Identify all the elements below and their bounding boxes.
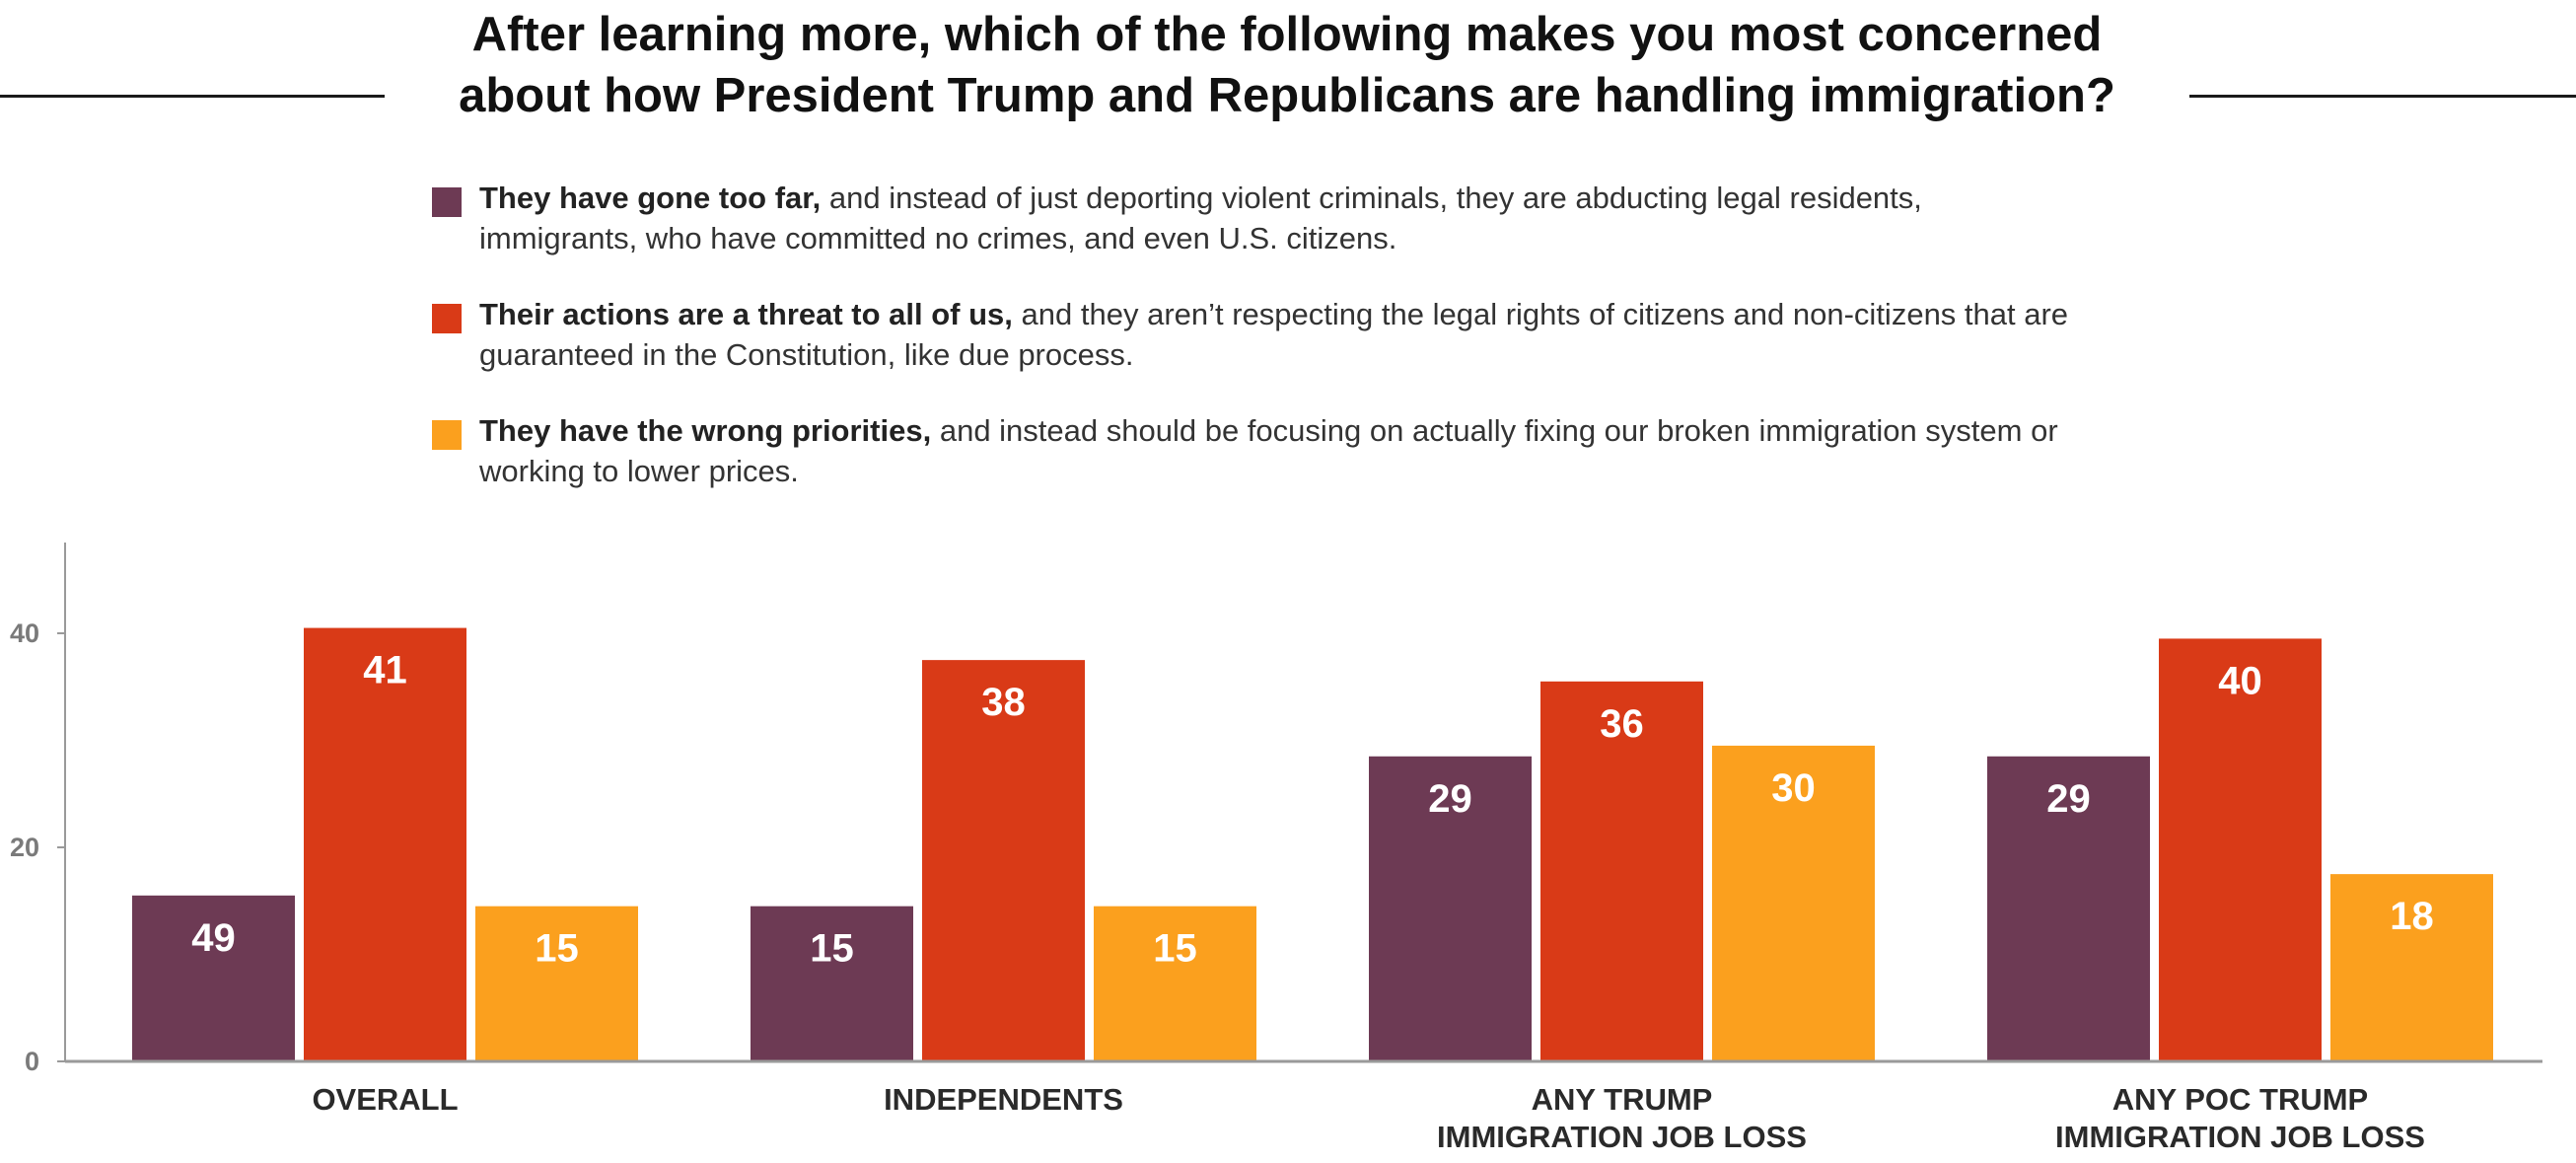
legend-text-line-1: They have the wrong priorities, and inst… xyxy=(479,410,2187,451)
bar-value-label: 15 xyxy=(810,927,854,971)
legend-item-gone-too-far: They have gone too far, and instead of j… xyxy=(432,178,2187,258)
legend-text: and instead of just deporting violent cr… xyxy=(821,181,1922,215)
legend-bold-text: Their actions are a threat to all of us, xyxy=(479,297,1013,331)
bar-value-label: 15 xyxy=(535,927,579,971)
category-label: ANY TRUMP xyxy=(1532,1082,1713,1117)
bar-value-label: 29 xyxy=(1428,777,1472,821)
title-rule-right xyxy=(2189,95,2576,98)
category-label: ANY POC TRUMP xyxy=(2112,1082,2369,1117)
bar-chart: 0 20 40 49 15 29 29 41 38 36 40 15 15 30 18 OVERALL INDE… xyxy=(10,543,2542,1154)
bar-value-label: 40 xyxy=(2218,659,2262,702)
bar xyxy=(1712,745,1875,1061)
bar-value-label: 29 xyxy=(2046,777,2091,821)
bar xyxy=(1987,756,2150,1061)
category-label: OVERALL xyxy=(312,1082,458,1117)
legend-item-threat: Their actions are a threat to all of us,… xyxy=(432,294,2187,375)
legend-swatch xyxy=(432,420,462,450)
legend-text: and they aren’t respecting the legal rig… xyxy=(1012,297,2069,331)
bar xyxy=(475,906,638,1061)
legend-text: and instead should be focusing on actual… xyxy=(931,413,2058,448)
y-tick-label: 0 xyxy=(25,1047,39,1076)
legend-text-line-2: immigrants, who have committed no crimes… xyxy=(479,221,1397,255)
legend-item-wrong-priorities: They have the wrong priorities, and inst… xyxy=(432,410,2187,491)
bar xyxy=(2330,874,2493,1061)
bar-value-label: 15 xyxy=(1153,927,1197,971)
bar-value-label: 30 xyxy=(1771,766,1816,810)
legend-swatch xyxy=(432,304,462,333)
legend-text-line-1: They have gone too far, and instead of j… xyxy=(479,178,2187,218)
bar xyxy=(1369,756,1532,1061)
bar xyxy=(751,906,913,1061)
category-label: INDEPENDENTS xyxy=(884,1082,1123,1117)
bar-value-label: 49 xyxy=(191,916,236,960)
legend: They have gone too far, and instead of j… xyxy=(432,178,2187,527)
bar-value-label: 36 xyxy=(1600,702,1644,746)
y-tick-label: 20 xyxy=(10,833,39,862)
title-rule-left xyxy=(0,95,385,98)
bar-value-label: 18 xyxy=(2390,895,2434,938)
bar-value-label: 41 xyxy=(363,649,407,692)
bar xyxy=(304,627,466,1061)
bar xyxy=(1540,681,1703,1061)
legend-text-line-1: Their actions are a threat to all of us,… xyxy=(479,294,2187,334)
bar xyxy=(2159,638,2322,1061)
chart-title-line-1: After learning more, which of the follow… xyxy=(471,8,2103,61)
bar xyxy=(922,660,1085,1061)
y-tick-label: 40 xyxy=(10,618,39,648)
chart-title: After learning more, which of the follow… xyxy=(394,4,2180,126)
category-label: IMMIGRATION JOB LOSS xyxy=(2055,1120,2425,1154)
category-label: IMMIGRATION JOB LOSS xyxy=(1437,1120,1807,1154)
legend-bold-text: They have the wrong priorities, xyxy=(479,413,932,448)
bar-value-label: 38 xyxy=(981,681,1026,724)
bar xyxy=(132,895,295,1061)
chart-title-line-2: about how President Trump and Republican… xyxy=(459,69,2115,122)
legend-text-line-2: guaranteed in the Constitution, like due… xyxy=(479,337,1134,372)
legend-text-line-2: working to lower prices. xyxy=(479,454,799,488)
bar xyxy=(1094,906,1256,1061)
legend-swatch xyxy=(432,187,462,217)
legend-bold-text: They have gone too far, xyxy=(479,181,822,215)
